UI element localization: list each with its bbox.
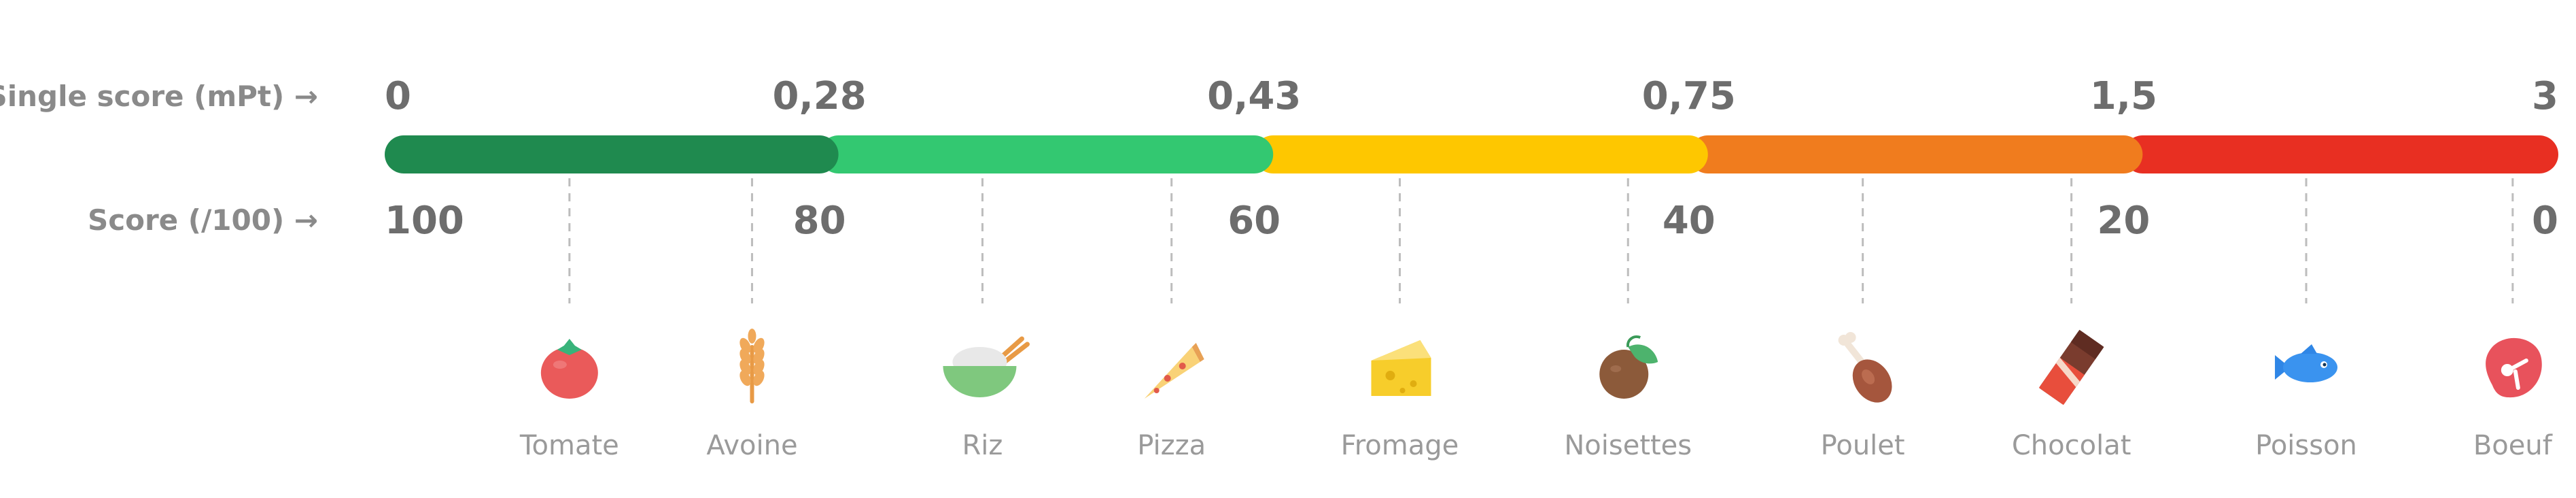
food-name-5: Noisettes (1564, 430, 1692, 461)
scale-segment-red (2123, 135, 2558, 173)
food-marker-lines (568, 178, 2514, 303)
single-score-label: Single score (mPt) → (0, 80, 318, 113)
oat-icon (739, 329, 765, 403)
pizza-icon (1144, 343, 1204, 399)
score100-tick-1: 80 (793, 199, 846, 243)
food-name-0: Tomate (519, 430, 619, 461)
score100-ticks: 100 80 60 40 20 0 (385, 199, 2558, 243)
rice-bowl-icon (943, 336, 1030, 397)
single-score-ticks: 0 0,28 0,43 0,75 1,5 3 (385, 74, 2558, 118)
score100-label: Score (/100) → (88, 203, 318, 237)
food-name-7: Chocolat (2012, 430, 2131, 461)
score100-tick-0: 100 (385, 199, 464, 243)
hazelnut-icon (1599, 335, 1658, 399)
single-score-tick-1: 0,28 (773, 74, 867, 118)
chicken-leg-icon (1838, 332, 1892, 403)
score100-tick-5: 0 (2532, 199, 2558, 243)
single-score-tick-0: 0 (385, 74, 411, 118)
food-name-1: Avoine (706, 430, 797, 461)
food-icons (540, 329, 2542, 405)
single-score-tick-5: 3 (2532, 74, 2558, 118)
food-name-2: Riz (962, 430, 1003, 461)
score100-tick-4: 20 (2097, 199, 2150, 243)
steak-icon (2486, 337, 2542, 398)
scale-segment-yellow (1254, 135, 1708, 173)
score100-tick-2: 60 (1228, 199, 1281, 243)
food-name-4: Fromage (1341, 430, 1459, 461)
food-name-3: Pizza (1137, 430, 1206, 461)
cheese-icon (1371, 340, 1431, 396)
scale-segment-green (819, 135, 1274, 173)
chocolate-icon (2038, 329, 2104, 405)
food-name-9: Boeuf (2473, 430, 2553, 461)
scale-segment-dark-green (385, 135, 839, 173)
single-score-tick-2: 0,43 (1207, 74, 1301, 118)
food-name-8: Poisson (2255, 430, 2357, 461)
fish-icon (2275, 344, 2338, 382)
food-names: Tomate Avoine Riz Pizza Fromage Noisettes Poul… (519, 430, 2553, 461)
tomato-icon (540, 339, 598, 399)
single-score-tick-4: 1,5 (2090, 74, 2157, 118)
single-score-tick-3: 0,75 (1642, 74, 1736, 118)
score100-tick-3: 40 (1663, 199, 1716, 243)
scale-segment-orange (1688, 135, 2143, 173)
color-scale-bar (385, 135, 2558, 173)
food-name-6: Poulet (1821, 430, 1905, 461)
